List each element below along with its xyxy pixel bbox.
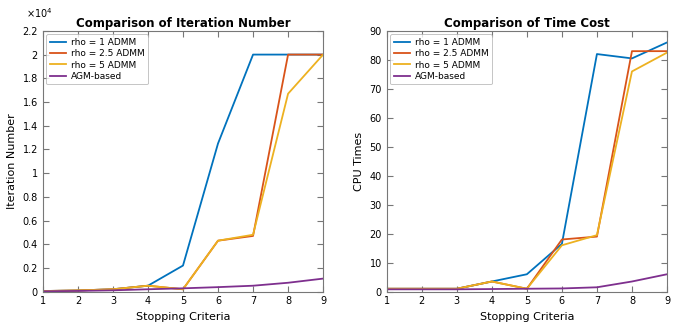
rho = 2.5 ADMM — [453, 287, 461, 291]
AGM-based — [593, 285, 601, 289]
Legend: rho = 1 ADMM, rho = 2.5 ADMM, rho = 5 ADMM, AGM-based: rho = 1 ADMM, rho = 2.5 ADMM, rho = 5 AD… — [47, 35, 148, 85]
rho = 5 ADMM — [383, 287, 391, 291]
rho = 5 ADMM — [144, 284, 152, 288]
rho = 5 ADMM — [39, 289, 47, 293]
X-axis label: Stopping Criteria: Stopping Criteria — [135, 312, 230, 322]
rho = 2.5 ADMM — [628, 49, 636, 53]
AGM-based — [319, 277, 327, 281]
rho = 5 ADMM — [249, 233, 257, 237]
rho = 1 ADMM — [487, 280, 496, 284]
Line: rho = 5 ADMM: rho = 5 ADMM — [43, 55, 323, 291]
AGM-based — [558, 287, 566, 291]
rho = 2.5 ADMM — [558, 238, 566, 241]
rho = 2.5 ADMM — [284, 53, 292, 57]
rho = 2.5 ADMM — [214, 239, 222, 243]
Line: rho = 5 ADMM: rho = 5 ADMM — [387, 53, 667, 289]
rho = 5 ADMM — [74, 289, 82, 292]
rho = 2.5 ADMM — [523, 287, 531, 291]
rho = 2.5 ADMM — [383, 287, 391, 291]
rho = 1 ADMM — [284, 53, 292, 57]
Line: AGM-based: AGM-based — [43, 279, 323, 291]
AGM-based — [144, 287, 152, 291]
AGM-based — [109, 288, 117, 292]
rho = 2.5 ADMM — [74, 289, 82, 292]
AGM-based — [453, 287, 461, 291]
AGM-based — [39, 289, 47, 293]
rho = 1 ADMM — [109, 287, 117, 291]
rho = 1 ADMM — [558, 242, 566, 246]
Y-axis label: Iteration Number: Iteration Number — [7, 114, 17, 209]
rho = 5 ADMM — [179, 287, 187, 291]
rho = 1 ADMM — [249, 53, 257, 57]
AGM-based — [214, 285, 222, 289]
rho = 1 ADMM — [453, 287, 461, 291]
rho = 5 ADMM — [487, 280, 496, 284]
rho = 1 ADMM — [319, 53, 327, 57]
rho = 1 ADMM — [179, 264, 187, 267]
rho = 5 ADMM — [214, 239, 222, 243]
AGM-based — [487, 287, 496, 291]
rho = 1 ADMM — [383, 287, 391, 291]
rho = 1 ADMM — [418, 287, 426, 291]
rho = 1 ADMM — [593, 52, 601, 56]
rho = 1 ADMM — [523, 272, 531, 276]
rho = 2.5 ADMM — [593, 235, 601, 239]
Legend: rho = 1 ADMM, rho = 2.5 ADMM, rho = 5 ADMM, AGM-based: rho = 1 ADMM, rho = 2.5 ADMM, rho = 5 AD… — [391, 35, 492, 85]
rho = 1 ADMM — [74, 289, 82, 292]
rho = 2.5 ADMM — [109, 287, 117, 291]
rho = 5 ADMM — [319, 53, 327, 57]
rho = 2.5 ADMM — [487, 280, 496, 284]
rho = 5 ADMM — [628, 69, 636, 73]
AGM-based — [179, 286, 187, 290]
rho = 5 ADMM — [593, 233, 601, 237]
rho = 5 ADMM — [523, 287, 531, 291]
Title: Comparison of Time Cost: Comparison of Time Cost — [444, 17, 610, 30]
rho = 1 ADMM — [628, 57, 636, 61]
Text: $\times10^4$: $\times10^4$ — [26, 7, 53, 20]
AGM-based — [383, 287, 391, 291]
Line: rho = 1 ADMM: rho = 1 ADMM — [387, 42, 667, 289]
rho = 1 ADMM — [214, 141, 222, 145]
AGM-based — [249, 284, 257, 288]
AGM-based — [284, 281, 292, 285]
AGM-based — [523, 287, 531, 291]
rho = 2.5 ADMM — [418, 287, 426, 291]
rho = 2.5 ADMM — [179, 287, 187, 291]
rho = 5 ADMM — [109, 287, 117, 291]
rho = 5 ADMM — [663, 51, 671, 55]
AGM-based — [418, 287, 426, 291]
rho = 2.5 ADMM — [663, 49, 671, 53]
rho = 5 ADMM — [453, 287, 461, 291]
rho = 1 ADMM — [39, 289, 47, 293]
rho = 5 ADMM — [418, 287, 426, 291]
rho = 1 ADMM — [663, 40, 671, 44]
rho = 2.5 ADMM — [319, 53, 327, 57]
Title: Comparison of Iteration Number: Comparison of Iteration Number — [76, 17, 290, 30]
rho = 2.5 ADMM — [39, 289, 47, 293]
rho = 1 ADMM — [144, 284, 152, 288]
Line: rho = 2.5 ADMM: rho = 2.5 ADMM — [43, 55, 323, 291]
AGM-based — [663, 272, 671, 276]
AGM-based — [74, 289, 82, 293]
rho = 2.5 ADMM — [144, 284, 152, 288]
rho = 5 ADMM — [558, 243, 566, 247]
AGM-based — [628, 280, 636, 284]
rho = 5 ADMM — [284, 92, 292, 96]
Y-axis label: CPU Times: CPU Times — [354, 132, 364, 191]
Line: rho = 1 ADMM: rho = 1 ADMM — [43, 55, 323, 291]
rho = 2.5 ADMM — [249, 234, 257, 238]
X-axis label: Stopping Criteria: Stopping Criteria — [479, 312, 574, 322]
Line: AGM-based: AGM-based — [387, 274, 667, 289]
Line: rho = 2.5 ADMM: rho = 2.5 ADMM — [387, 51, 667, 289]
